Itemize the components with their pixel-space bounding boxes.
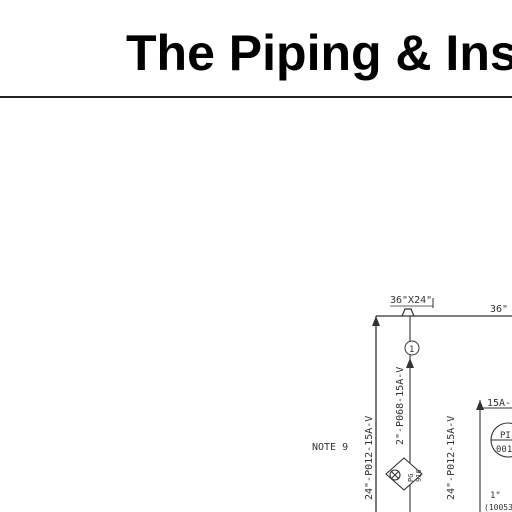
small-tag-label: (10053: [484, 503, 512, 512]
reducer-symbol: [401, 308, 415, 317]
main-header-pipe: [375, 315, 512, 512]
instrument-bubble: [490, 422, 512, 458]
header-size-label: 36": [490, 304, 508, 315]
reducer-size-label: 36"X24": [390, 295, 432, 306]
valve-tag-top: PG: [407, 474, 415, 482]
balloon-number: 1: [409, 345, 414, 355]
line-label-3: 24"-P012-15A-V: [446, 416, 457, 500]
secondary-arrow: [476, 400, 484, 410]
branch-arrow: [406, 358, 414, 368]
secondary-pipe: [479, 400, 512, 512]
small-size-label: 1": [490, 491, 501, 501]
line-label-4: 15A-: [487, 398, 511, 409]
note-label: NOTE 9: [312, 442, 348, 453]
valve-symbol: [385, 457, 423, 491]
instrument-tag-bottom: 001: [496, 445, 512, 455]
title-underline: [0, 96, 512, 98]
flow-arrow: [372, 316, 380, 326]
line-label-1: 24"-P012-15A-V: [364, 416, 375, 500]
reference-balloon: [404, 340, 420, 356]
instrument-tag-top: PI: [500, 431, 511, 441]
valve-tag-bottom: 916: [415, 469, 423, 482]
slide-title: The Piping & Ins: [126, 25, 512, 81]
line-label-2: 2"-P068-15A-V: [395, 367, 406, 445]
